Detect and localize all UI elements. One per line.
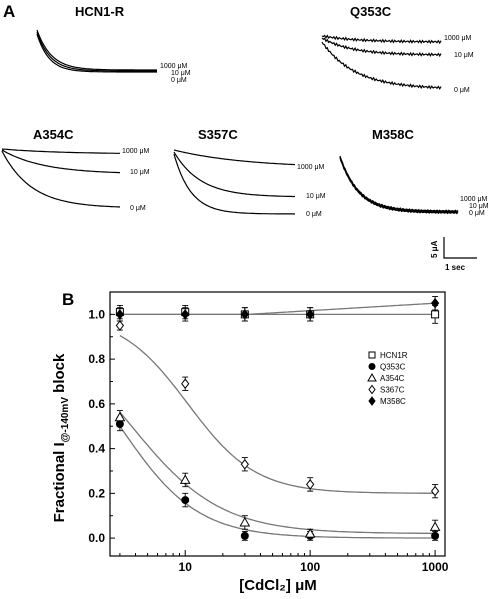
- m358c-conc-10: 10 μM: [469, 203, 489, 210]
- data-point-m358c: [306, 309, 315, 320]
- q353c-conc-1000: 1000 μM: [444, 35, 472, 42]
- trace-hcn1r-1000: [36, 29, 157, 71]
- legend-marker-a354c: [367, 372, 377, 382]
- legend-marker-q353c: [368, 363, 376, 370]
- dose-response-chart: 0.0 0.2 0.4 0.6 0.8 1.0 10 100 1000 HCN1R Q353C A35…: [88, 291, 449, 574]
- scale-bar-time-label: 1 sec: [445, 263, 466, 272]
- q353c-conc-10: 10 μM: [454, 52, 474, 59]
- fit-curve-s367c: [119, 335, 436, 494]
- data-point-a354c: [429, 521, 441, 531]
- trace-hcn1r-0: [36, 33, 157, 73]
- data-point-s367c: [115, 320, 125, 331]
- trace-title-a354c: A354C: [33, 127, 74, 142]
- y-tick-label: 0.2: [88, 486, 105, 500]
- trace-a354c-1000: [1, 148, 120, 154]
- data-point-s367c: [306, 479, 315, 490]
- data-point-s367c: [430, 485, 440, 497]
- legend-label-s367c: S367C: [380, 386, 405, 395]
- trace-m358c-1000: [339, 155, 459, 213]
- trace-q353c-1000: [321, 34, 442, 45]
- plot-frame: [109, 291, 446, 557]
- trace-a354c-0: [1, 150, 121, 208]
- data-point-m358c: [181, 309, 190, 320]
- hcn1r-conc-10: 10 μM: [171, 70, 191, 77]
- fit-curve-m358c: [119, 302, 436, 316]
- scale-bar-current-label: 5 μA: [430, 240, 439, 258]
- s357c-conc-0: 0 μM: [306, 211, 322, 218]
- legend-label-hcn1r: HCN1R: [380, 351, 408, 360]
- trace-hcn1r-10: [36, 31, 157, 72]
- data-point-m358c: [430, 297, 440, 309]
- legend-marker-m358c: [368, 396, 376, 406]
- trace-title-q353c: Q353C: [350, 4, 392, 19]
- trace-q353c-0: [321, 41, 442, 90]
- fit-curve-a354c: [119, 411, 436, 535]
- y-tick-label: 1.0: [88, 307, 105, 321]
- trace-q353c-10: [321, 37, 442, 58]
- m358c-conc-1000: 1000 μM: [460, 196, 488, 203]
- trace-s357c-0: [173, 153, 296, 215]
- data-point-a354c: [114, 411, 126, 422]
- trace-title-m358c: M358C: [372, 127, 415, 142]
- q353c-conc-0: 0 μM: [454, 87, 470, 94]
- trace-title-s357c: S357C: [198, 127, 238, 142]
- s357c-conc-10: 10 μM: [306, 193, 326, 200]
- data-point-s367c: [181, 378, 190, 390]
- a354c-conc-1000: 1000 μM: [122, 148, 150, 155]
- trace-s357c-1000: [173, 149, 296, 166]
- data-point-m358c: [240, 309, 249, 320]
- legend-marker-hcn1r: [368, 351, 376, 359]
- x-axis-title: [CdCl₂] μM: [239, 577, 317, 594]
- data-point-a354c: [239, 516, 251, 527]
- legend-label-m358c: M358C: [380, 397, 406, 406]
- trace-m358c-0: [339, 157, 459, 215]
- data-point-q353c: [240, 531, 249, 540]
- m358c-conc-0: 0 μM: [469, 210, 485, 217]
- fit-curve-q353c: [119, 425, 436, 539]
- a354c-conc-0: 0 μM: [130, 205, 146, 212]
- y-tick-label: 0.4: [88, 442, 105, 456]
- hcn1r-conc-1000: 1000 μM: [160, 63, 188, 70]
- scale-bar: [443, 237, 477, 259]
- trace-s357c-10: [173, 151, 295, 198]
- trace-m358c-10: [339, 156, 459, 214]
- y-axis-title: Fractional I@-140mV block: [51, 353, 71, 522]
- hcn1r-conc-0: 0 μM: [171, 77, 187, 84]
- data-point-hcn1r: [431, 310, 440, 319]
- x-tick-label: 10: [179, 560, 193, 574]
- x-tick-label: 1000: [422, 560, 449, 574]
- data-point-s367c: [240, 458, 249, 470]
- trace-a354c-10: [1, 149, 120, 174]
- legend-marker-s367c: [368, 384, 376, 395]
- legend-label-a354c: A354C: [380, 374, 405, 383]
- a354c-conc-10: 10 μM: [130, 169, 150, 176]
- trace-title-hcn1r: HCN1-R: [75, 4, 125, 19]
- y-tick-label: 0.8: [88, 352, 105, 366]
- y-tick-label: 0.6: [88, 397, 105, 411]
- data-point-a354c: [304, 528, 316, 538]
- y-tick-label: 0.0: [88, 531, 105, 545]
- panel-a-letter: A: [3, 2, 15, 21]
- data-point-m358c: [115, 309, 125, 320]
- x-tick-label: 100: [300, 560, 320, 574]
- data-point-q353c: [181, 496, 190, 505]
- s357c-conc-1000: 1000 μM: [297, 164, 325, 171]
- panel-b-letter: B: [62, 290, 74, 309]
- legend-label-q353c: Q353C: [380, 363, 406, 372]
- data-point-a354c: [179, 474, 191, 484]
- current-traces: [1, 29, 459, 215]
